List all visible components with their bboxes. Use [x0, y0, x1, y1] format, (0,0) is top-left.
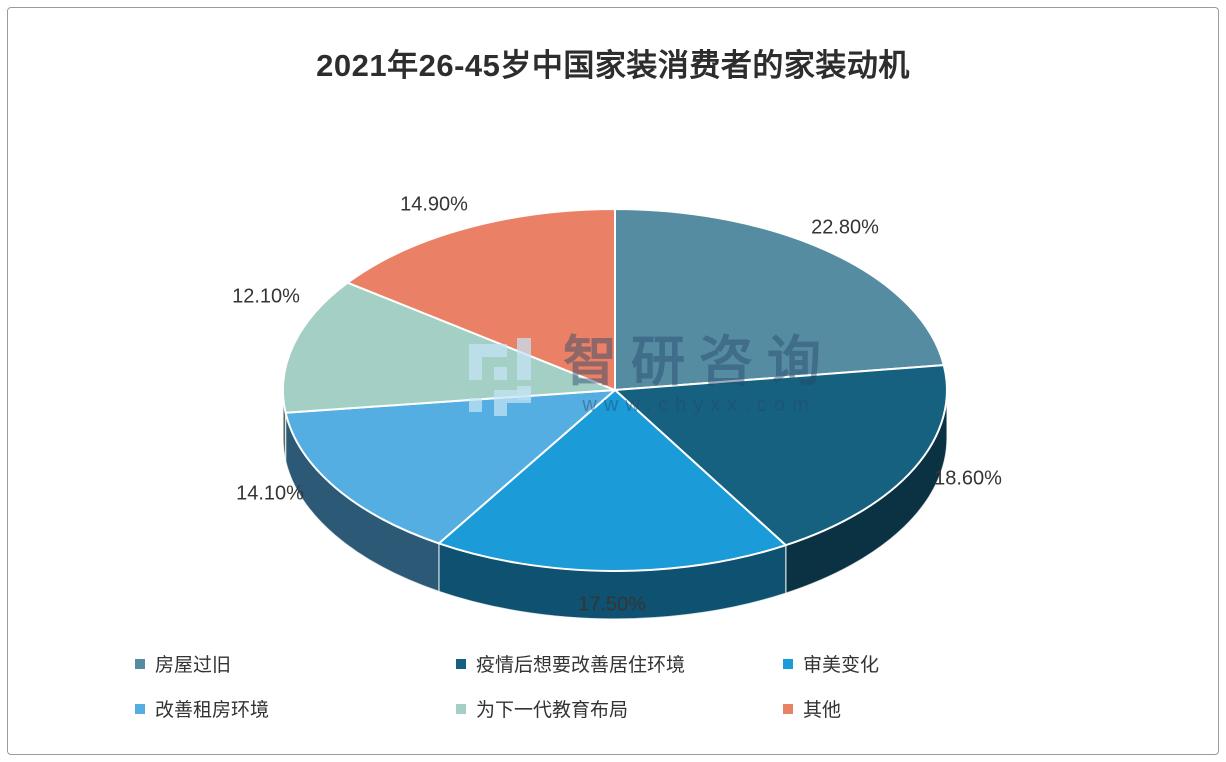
legend-swatch-icon-2 — [783, 658, 793, 669]
legend-item-4: 为下一代教育布局 — [456, 695, 628, 722]
legend-label-0: 房屋过旧 — [155, 655, 232, 676]
pie-slice-3 — [284, 389, 616, 545]
legend-item-5: 其他 — [783, 695, 841, 722]
pie-value-label-4: 12.10% — [232, 285, 300, 308]
legend-swatch-icon-4 — [456, 703, 466, 714]
legend-swatch-icon-3 — [135, 703, 145, 714]
pie-value-label-2: 17.50% — [578, 593, 646, 616]
pie-slice-0 — [614, 208, 945, 391]
pie-value-label-5: 14.90% — [400, 193, 468, 216]
legend-swatch-icon-0 — [135, 658, 145, 669]
legend-label-2: 审美变化 — [803, 655, 880, 676]
pie-value-label-0: 22.80% — [811, 216, 879, 239]
legend-swatch-icon-5 — [783, 703, 793, 714]
pie-slice-1 — [614, 364, 948, 547]
pie-slice-5 — [346, 208, 616, 391]
legend-item-3: 改善租房环境 — [135, 695, 269, 722]
legend-item-2: 审美变化 — [783, 650, 879, 677]
legend-item-0: 房屋过旧 — [135, 650, 231, 677]
chart-title: 2021年26-45岁中国家装消费者的家装动机 — [316, 48, 910, 83]
pie-value-label-3: 14.10% — [236, 482, 304, 505]
legend-item-1: 疫情后想要改善居住环境 — [456, 650, 685, 677]
pie-slice-4 — [281, 281, 616, 414]
pie-value-label-1: 18.60% — [934, 467, 1002, 490]
legend-label-5: 其他 — [803, 700, 842, 721]
pie-slice-2 — [437, 389, 787, 572]
legend-swatch-icon-1 — [456, 658, 466, 669]
legend-label-1: 疫情后想要改善居住环境 — [476, 655, 686, 676]
legend-label-4: 为下一代教育布局 — [476, 700, 629, 721]
legend-label-3: 改善租房环境 — [155, 700, 270, 721]
